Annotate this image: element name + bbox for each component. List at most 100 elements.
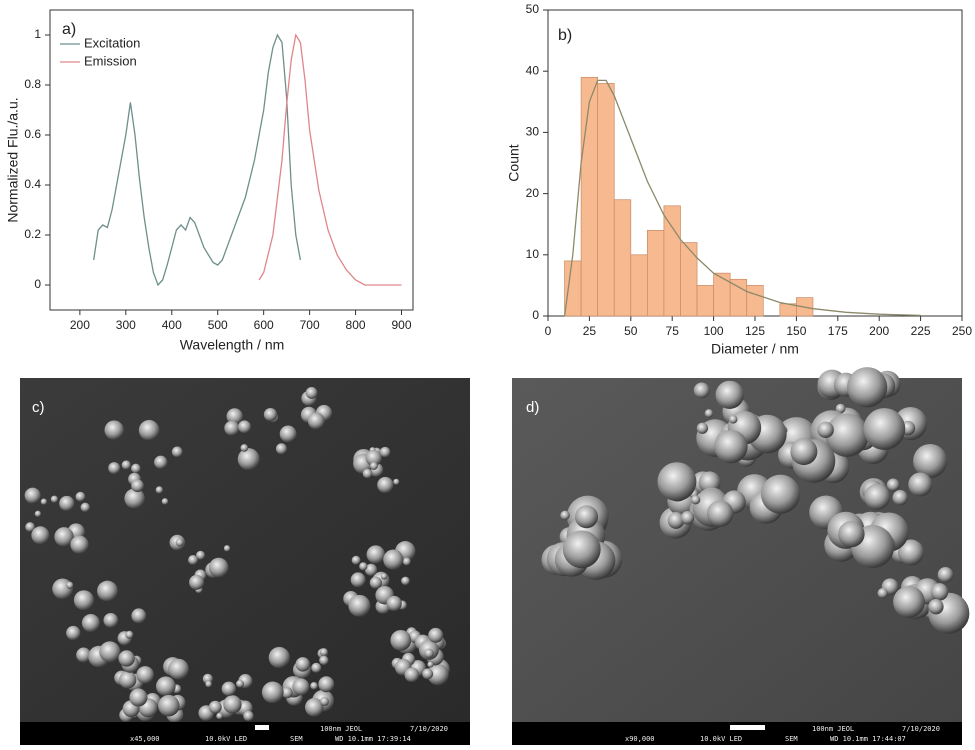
sem-scale: 100nm JEOL [320, 725, 362, 733]
particle [295, 657, 311, 672]
particles [24, 386, 450, 724]
particle [76, 647, 92, 663]
x-tick-label: 225 [911, 324, 931, 338]
particle [390, 630, 412, 651]
x-tick-label: 75 [666, 324, 680, 338]
particle [319, 648, 328, 657]
y-tick-label: 30 [526, 125, 540, 139]
particle [825, 413, 869, 457]
particle [168, 658, 189, 680]
particle [59, 495, 75, 512]
hist-bar [663, 205, 681, 317]
particle [704, 409, 714, 418]
particle [348, 594, 371, 617]
sem-footer [20, 722, 470, 745]
hist-bar [580, 76, 599, 317]
particle [696, 422, 709, 434]
x-tick-label: 600 [254, 318, 274, 332]
particle [224, 420, 240, 436]
particle [350, 572, 366, 588]
particle [205, 680, 212, 688]
y-tick-label: 0.8 [24, 77, 41, 91]
particle [97, 580, 118, 602]
particle [562, 530, 601, 569]
x-tick-label: 900 [391, 318, 411, 332]
particle [263, 407, 278, 422]
particle [908, 472, 933, 497]
particle [238, 420, 251, 434]
y-tick-label: 1 [34, 27, 41, 41]
legend-label: Excitation [84, 35, 140, 50]
particle [158, 694, 180, 717]
fit-curve [563, 79, 921, 317]
x-tick-label: 500 [208, 318, 228, 332]
particle [226, 408, 243, 425]
particle [667, 512, 685, 529]
particle [70, 535, 89, 554]
particle [281, 687, 293, 699]
particle [73, 590, 94, 611]
sem-date: 7/10/2020 [410, 725, 448, 733]
particle [913, 443, 948, 479]
particle [118, 671, 137, 689]
particle [171, 446, 183, 458]
particle [386, 595, 402, 612]
y-axis-title: Count [506, 144, 522, 181]
particle [223, 545, 231, 552]
sem-image: d) 100nm JEOL 7/10/2020 x90,000 10.0kV L… [512, 367, 970, 745]
scale-bar [730, 725, 765, 730]
particle [125, 630, 134, 639]
x-tick-label: 400 [162, 318, 182, 332]
particle [311, 662, 322, 673]
particle [25, 522, 35, 532]
particle [893, 586, 925, 618]
particle [359, 562, 368, 571]
particle [75, 491, 86, 502]
x-tick-label: 300 [116, 318, 136, 332]
panel-label: c) [32, 399, 45, 416]
particle [136, 666, 154, 684]
particle [124, 488, 145, 509]
particle [104, 420, 124, 440]
particle [377, 476, 394, 494]
y-axis-title: Normalized Flu./a.u. [5, 97, 21, 222]
x-tick-label: 0 [545, 324, 552, 338]
x-tick-label: 200 [70, 318, 90, 332]
y-tick-label: 0.2 [24, 227, 41, 241]
particle [243, 710, 254, 722]
hist-bar [613, 199, 632, 317]
particle [790, 438, 818, 466]
hist-bar [647, 229, 665, 317]
particle [657, 462, 697, 502]
particle [693, 382, 710, 399]
sem-date: 7/10/2020 [902, 725, 940, 733]
x-tick-label: 125 [745, 324, 765, 338]
particle [424, 648, 434, 659]
sem-voltage: 10.0kV LED [700, 735, 742, 743]
particle [877, 587, 888, 599]
particle [81, 614, 100, 633]
plot-frame [49, 9, 414, 311]
sem-footer [512, 722, 962, 745]
sem-mode: SEM [290, 735, 303, 743]
y-tick-label: 40 [526, 63, 540, 77]
particle [40, 498, 48, 505]
hist-bar [597, 83, 615, 317]
particle [560, 510, 570, 521]
x-tick-label: 25 [583, 324, 597, 338]
particle [80, 502, 90, 513]
line [93, 33, 302, 287]
particle [292, 678, 310, 696]
particle [428, 627, 444, 643]
sem-mag: x90,000 [625, 735, 655, 743]
sem-voltage: 10.0kV LED [205, 735, 247, 743]
hist-bar [729, 278, 748, 317]
particle [886, 478, 900, 492]
hist-bar [630, 254, 648, 317]
particle [760, 474, 801, 514]
sem-scale: 100nm JEOL [812, 725, 854, 733]
particle [195, 550, 206, 560]
particle [404, 667, 420, 683]
particle [680, 511, 695, 525]
